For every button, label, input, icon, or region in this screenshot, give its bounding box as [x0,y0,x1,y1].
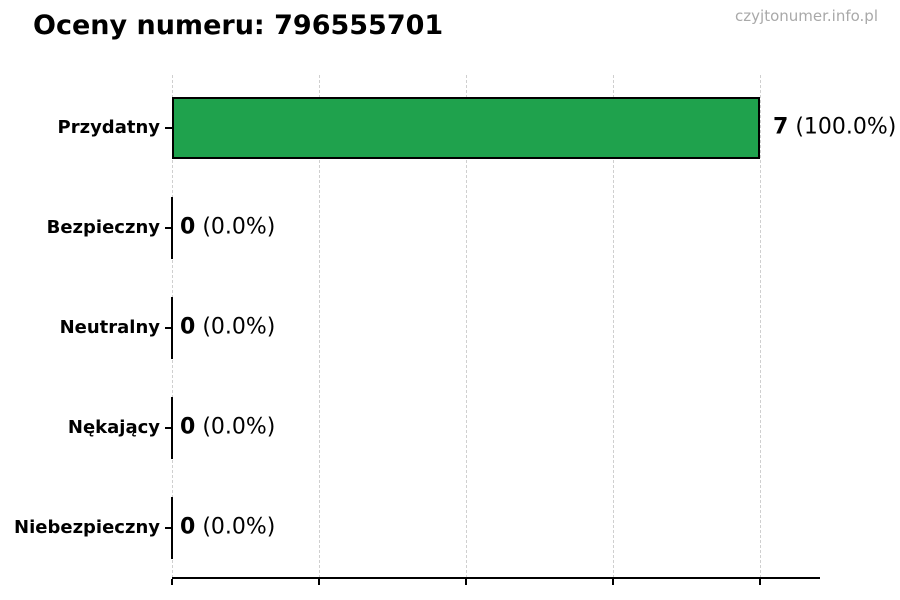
bar [172,97,760,159]
value-label: 0 (0.0%) [180,315,275,340]
value-label: 7 (100.0%) [773,115,896,140]
x-axis-tick [759,579,761,585]
category-label: Niebezpieczny [14,517,160,539]
y-axis-tick [165,527,172,529]
gridline [760,75,761,578]
x-axis-tick [171,579,173,585]
category-label: Nękający [67,417,160,439]
value-label: 0 (0.0%) [180,515,275,540]
zero-bar [171,497,173,559]
x-axis-line [172,577,820,579]
value-number: 7 [773,114,789,140]
zero-bar [171,297,173,359]
y-axis-tick [165,327,172,329]
value-percent: (100.0%) [795,114,897,140]
value-number: 0 [180,514,196,540]
category-label: Bezpieczny [46,217,160,239]
value-number: 0 [180,314,196,340]
value-percent: (0.0%) [202,214,276,240]
value-number: 0 [180,414,196,440]
zero-bar [171,197,173,259]
y-axis-tick [165,127,172,129]
y-axis-tick [165,227,172,229]
x-axis-tick [612,579,614,585]
x-axis-tick [318,579,320,585]
category-label: Neutralny [59,317,160,339]
zero-bar [171,397,173,459]
value-percent: (0.0%) [202,414,276,440]
value-percent: (0.0%) [202,514,276,540]
value-label: 0 (0.0%) [180,415,275,440]
value-number: 0 [180,214,196,240]
chart-title: Oceny numeru: 796555701 [33,10,444,41]
gridline [319,75,320,578]
category-label: Przydatny [57,117,160,139]
x-axis-tick [465,579,467,585]
gridline [613,75,614,578]
value-percent: (0.0%) [202,314,276,340]
value-label: 0 (0.0%) [180,215,275,240]
gridline [466,75,467,578]
y-axis-tick [165,427,172,429]
watermark: czyjtonumer.info.pl [735,7,878,25]
